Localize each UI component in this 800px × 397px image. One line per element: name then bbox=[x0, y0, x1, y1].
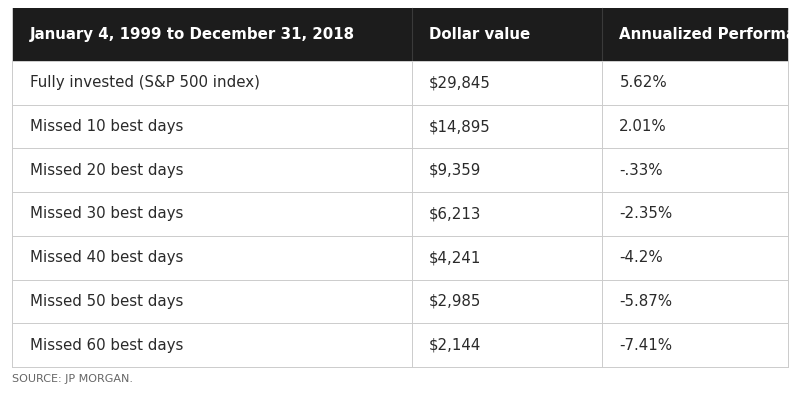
Text: $2,144: $2,144 bbox=[430, 337, 482, 353]
Bar bbox=[412, 279, 602, 323]
Bar bbox=[12, 105, 412, 148]
Bar bbox=[12, 192, 412, 236]
Text: -5.87%: -5.87% bbox=[619, 294, 673, 309]
Text: -.33%: -.33% bbox=[619, 163, 663, 178]
Bar bbox=[12, 61, 412, 105]
Text: $14,895: $14,895 bbox=[430, 119, 491, 134]
Bar bbox=[602, 8, 788, 61]
Text: Missed 60 best days: Missed 60 best days bbox=[30, 337, 183, 353]
Bar bbox=[12, 236, 412, 279]
Text: $6,213: $6,213 bbox=[430, 206, 482, 222]
Text: Missed 10 best days: Missed 10 best days bbox=[30, 119, 183, 134]
Bar bbox=[412, 148, 602, 192]
Bar bbox=[12, 8, 412, 61]
Text: -4.2%: -4.2% bbox=[619, 250, 663, 265]
Bar bbox=[602, 148, 788, 192]
Text: $4,241: $4,241 bbox=[430, 250, 482, 265]
Bar bbox=[12, 148, 412, 192]
Text: 2.01%: 2.01% bbox=[619, 119, 667, 134]
Bar bbox=[12, 279, 412, 323]
Bar bbox=[412, 236, 602, 279]
Bar bbox=[602, 105, 788, 148]
Text: $2,985: $2,985 bbox=[430, 294, 482, 309]
Text: Annualized Performance: Annualized Performance bbox=[619, 27, 800, 42]
Bar bbox=[602, 323, 788, 367]
Text: Missed 20 best days: Missed 20 best days bbox=[30, 163, 183, 178]
Text: -2.35%: -2.35% bbox=[619, 206, 673, 222]
Bar bbox=[602, 61, 788, 105]
Bar bbox=[412, 192, 602, 236]
Bar bbox=[602, 279, 788, 323]
Bar bbox=[412, 8, 602, 61]
Bar bbox=[412, 61, 602, 105]
Text: $29,845: $29,845 bbox=[430, 75, 491, 91]
Text: Fully invested (S&P 500 index): Fully invested (S&P 500 index) bbox=[30, 75, 259, 91]
Bar bbox=[12, 323, 412, 367]
Text: -7.41%: -7.41% bbox=[619, 337, 673, 353]
Text: Missed 40 best days: Missed 40 best days bbox=[30, 250, 183, 265]
Bar bbox=[412, 323, 602, 367]
Text: $9,359: $9,359 bbox=[430, 163, 482, 178]
Text: January 4, 1999 to December 31, 2018: January 4, 1999 to December 31, 2018 bbox=[30, 27, 354, 42]
Text: 5.62%: 5.62% bbox=[619, 75, 667, 91]
Text: Missed 30 best days: Missed 30 best days bbox=[30, 206, 183, 222]
Text: Dollar value: Dollar value bbox=[430, 27, 530, 42]
Bar bbox=[412, 105, 602, 148]
Bar bbox=[602, 192, 788, 236]
Text: SOURCE: JP MORGAN.: SOURCE: JP MORGAN. bbox=[12, 374, 133, 384]
Text: Missed 50 best days: Missed 50 best days bbox=[30, 294, 183, 309]
Bar bbox=[602, 236, 788, 279]
